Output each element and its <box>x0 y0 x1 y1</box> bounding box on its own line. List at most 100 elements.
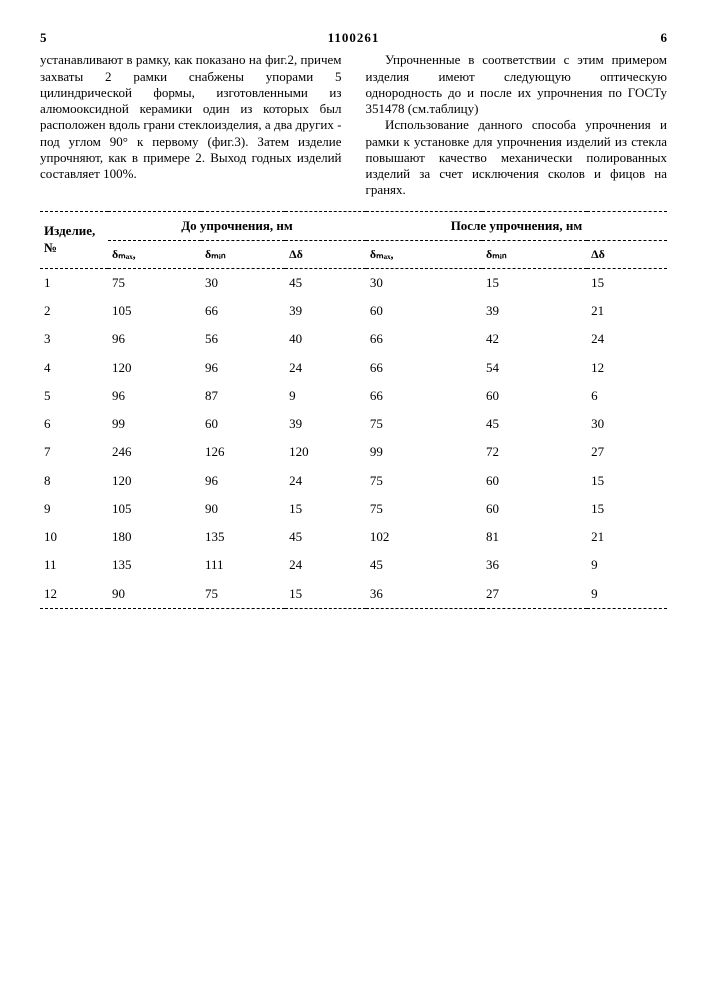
table-cell: 15 <box>285 495 366 523</box>
table-cell: 99 <box>366 438 482 466</box>
table-cell: 24 <box>285 467 366 495</box>
table-cell: 60 <box>366 297 482 325</box>
table-cell: 39 <box>285 410 366 438</box>
col-header-after-dd: Δδ <box>587 240 667 268</box>
table-cell: 39 <box>285 297 366 325</box>
right-paragraph-1: Упрочненные в соответствии с этим пример… <box>366 52 668 117</box>
table-cell: 45 <box>482 410 587 438</box>
table-cell: 99 <box>108 410 201 438</box>
table-cell: 15 <box>482 268 587 297</box>
table-cell: 246 <box>108 438 201 466</box>
table-cell: 2 <box>40 297 108 325</box>
table-cell: 81 <box>482 523 587 551</box>
table-cell: 42 <box>482 325 587 353</box>
left-column: устанавливают в рамку, как показано на ф… <box>40 52 342 198</box>
table-row: 21056639603921 <box>40 297 667 325</box>
col-group-after: После упрочнения, нм <box>366 211 667 240</box>
table-cell: 9 <box>285 382 366 410</box>
table-cell: 60 <box>482 382 587 410</box>
table-cell: 66 <box>366 354 482 382</box>
table-cell: 66 <box>366 325 482 353</box>
table-cell: 12 <box>40 580 108 608</box>
table-cell: 135 <box>201 523 285 551</box>
table-cell: 75 <box>366 467 482 495</box>
table-cell: 15 <box>587 268 667 297</box>
col-header-before-dmax: δₘₐₓ, <box>108 240 201 268</box>
table-cell: 96 <box>201 354 285 382</box>
table-cell: 90 <box>201 495 285 523</box>
table-cell: 120 <box>285 438 366 466</box>
table-row: 3965640664224 <box>40 325 667 353</box>
table-cell: 105 <box>108 495 201 523</box>
table-cell: 96 <box>201 467 285 495</box>
table-cell: 54 <box>482 354 587 382</box>
table-cell: 102 <box>366 523 482 551</box>
table-cell: 21 <box>587 523 667 551</box>
col-header-id: Изделие, № <box>40 211 108 268</box>
col-header-after-dmin: δₘᵢₙ <box>482 240 587 268</box>
table-cell: 87 <box>201 382 285 410</box>
table-cell: 30 <box>201 268 285 297</box>
table-cell: 8 <box>40 467 108 495</box>
table-cell: 24 <box>587 325 667 353</box>
table-cell: 75 <box>108 268 201 297</box>
table-cell: 60 <box>482 467 587 495</box>
table-cell: 9 <box>587 551 667 579</box>
table-cell: 11 <box>40 551 108 579</box>
table-cell: 6 <box>40 410 108 438</box>
table-cell: 24 <box>285 551 366 579</box>
table-cell: 75 <box>366 410 482 438</box>
table-cell: 111 <box>201 551 285 579</box>
table-cell: 21 <box>587 297 667 325</box>
table-cell: 45 <box>366 551 482 579</box>
table-cell: 6 <box>587 382 667 410</box>
table-cell: 66 <box>366 382 482 410</box>
table-cell: 126 <box>201 438 285 466</box>
table-cell: 40 <box>285 325 366 353</box>
table-row: 91059015756015 <box>40 495 667 523</box>
table-cell: 30 <box>587 410 667 438</box>
table-cell: 5 <box>40 382 108 410</box>
table-cell: 36 <box>482 551 587 579</box>
table-cell: 105 <box>108 297 201 325</box>
right-paragraph-2: Использование данного способа упрочнения… <box>366 117 668 198</box>
table-row: 10180135451028121 <box>40 523 667 551</box>
table-cell: 30 <box>366 268 482 297</box>
table-cell: 9 <box>40 495 108 523</box>
table-cell: 9 <box>587 580 667 608</box>
table-body: 1753045301515210566396039213965640664224… <box>40 268 667 608</box>
table-cell: 10 <box>40 523 108 551</box>
table-cell: 66 <box>201 297 285 325</box>
table-cell: 7 <box>40 438 108 466</box>
right-column: Упрочненные в соответствии с этим пример… <box>366 52 668 198</box>
table-cell: 15 <box>587 495 667 523</box>
table-cell: 4 <box>40 354 108 382</box>
page-number-right: 6 <box>661 30 668 46</box>
table-row: 81209624756015 <box>40 467 667 495</box>
table-row: 41209624665412 <box>40 354 667 382</box>
table-cell: 56 <box>201 325 285 353</box>
table-row: 1753045301515 <box>40 268 667 297</box>
col-header-after-dmax: δₘₐₓ, <box>366 240 482 268</box>
table-cell: 75 <box>201 580 285 608</box>
col-header-before-dmin: δₘᵢₙ <box>201 240 285 268</box>
table-cell: 27 <box>482 580 587 608</box>
table-cell: 75 <box>366 495 482 523</box>
table-cell: 180 <box>108 523 201 551</box>
data-table: Изделие, № До упрочнения, нм После упроч… <box>40 211 667 609</box>
table-cell: 12 <box>587 354 667 382</box>
table-cell: 60 <box>482 495 587 523</box>
table-cell: 72 <box>482 438 587 466</box>
table-cell: 135 <box>108 551 201 579</box>
table-cell: 120 <box>108 467 201 495</box>
table-cell: 24 <box>285 354 366 382</box>
table-cell: 90 <box>108 580 201 608</box>
table-row: 59687966606 <box>40 382 667 410</box>
table-row: 111351112445369 <box>40 551 667 579</box>
left-paragraph: устанавливают в рамку, как показано на ф… <box>40 52 342 182</box>
table-row: 7246126120997227 <box>40 438 667 466</box>
table-cell: 15 <box>587 467 667 495</box>
table-cell: 15 <box>285 580 366 608</box>
document-number: 1100261 <box>47 30 661 46</box>
table-cell: 60 <box>201 410 285 438</box>
